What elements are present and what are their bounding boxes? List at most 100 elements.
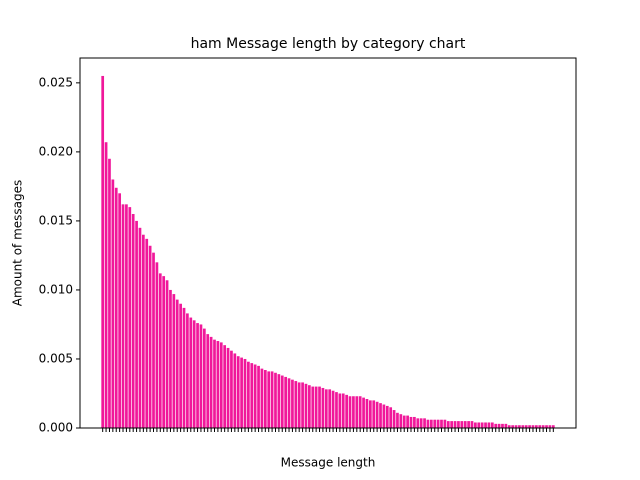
bar: [321, 387, 325, 428]
bar: [135, 220, 138, 428]
bar: [338, 393, 342, 428]
bar: [175, 299, 179, 428]
bar: [541, 425, 545, 428]
bar: [396, 412, 399, 428]
bar: [240, 357, 243, 428]
bar: [233, 353, 237, 428]
bar: [263, 370, 267, 428]
bar: [226, 347, 230, 428]
bar: [375, 401, 379, 428]
y-tick-label: 0.005: [39, 351, 73, 365]
bar: [243, 358, 247, 428]
bar: [216, 341, 220, 428]
bar: [385, 405, 389, 428]
bar: [440, 419, 443, 428]
bar: [311, 386, 315, 428]
bar: [308, 385, 311, 428]
bar: [528, 425, 531, 428]
bar: [270, 371, 274, 428]
bar: [253, 364, 257, 428]
bar: [341, 393, 345, 428]
bar: [514, 425, 518, 428]
bar: [504, 423, 508, 428]
bar: [535, 425, 538, 428]
bar: [355, 396, 359, 428]
bar: [219, 342, 223, 428]
bar: [518, 425, 521, 428]
bar: [450, 421, 454, 428]
bar: [152, 252, 155, 428]
bar: [186, 313, 189, 428]
bar: [474, 422, 477, 428]
bar: [480, 422, 484, 428]
bar: [538, 425, 542, 428]
bar: [148, 245, 152, 428]
bar: [453, 421, 457, 428]
bar: [291, 379, 294, 428]
bar: [260, 368, 264, 428]
y-tick-label: 0.010: [39, 282, 73, 296]
bar: [406, 415, 409, 428]
bar: [467, 421, 470, 428]
bar: [250, 363, 254, 428]
bar: [507, 425, 511, 428]
bar: [419, 418, 423, 428]
bar: [162, 276, 166, 428]
y-tick-label: 0.000: [39, 421, 73, 435]
bar: [104, 142, 108, 428]
bar: [294, 381, 298, 428]
bar: [257, 365, 260, 428]
bar: [511, 425, 515, 428]
bar: [314, 386, 318, 428]
bar: [423, 418, 426, 428]
x-axis-label: Message length: [281, 456, 376, 470]
bar: [521, 425, 525, 428]
bar: [202, 328, 206, 428]
bar: [545, 425, 548, 428]
bar: [352, 396, 355, 428]
bar: [460, 421, 464, 428]
bar: [196, 323, 199, 428]
y-tick-label: 0.020: [39, 144, 73, 158]
bar: [531, 425, 535, 428]
bar: [484, 422, 487, 428]
bar: [118, 193, 121, 428]
bar: [463, 421, 467, 428]
y-tick-label: 0.025: [39, 75, 73, 89]
bar: [206, 334, 210, 428]
bar: [365, 399, 369, 428]
bar: [274, 372, 277, 428]
bar: [345, 394, 348, 428]
bar: [335, 392, 338, 428]
bar: [165, 280, 169, 428]
bar: [324, 389, 328, 428]
bar: [470, 421, 474, 428]
bar: [236, 356, 240, 428]
bar: [348, 396, 352, 428]
bar: [108, 158, 111, 429]
bar: [179, 303, 182, 428]
bar: [328, 389, 332, 428]
bar: [223, 345, 227, 428]
bar: [416, 418, 420, 428]
bar: [409, 416, 413, 428]
bar: [287, 378, 291, 428]
bar: [413, 416, 416, 428]
bar: [548, 425, 552, 428]
bar: [111, 179, 115, 428]
bar: [382, 404, 386, 428]
bar: [169, 289, 172, 428]
bar: [247, 361, 250, 428]
bar: [192, 320, 196, 428]
bar: [429, 419, 433, 428]
bar: [301, 382, 304, 428]
bar: [389, 407, 393, 428]
bar: [128, 207, 132, 428]
bar: [114, 187, 118, 428]
bar: [501, 423, 504, 428]
bar: [280, 375, 284, 428]
bar: [524, 425, 528, 428]
bar: [121, 204, 125, 428]
chart-title: ham Message length by category chart: [191, 36, 466, 52]
